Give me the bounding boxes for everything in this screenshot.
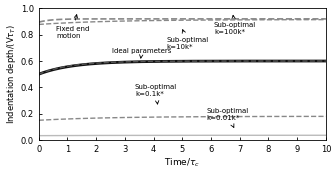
Text: Ideal parameters: Ideal parameters	[112, 48, 171, 58]
Text: Sub-optimal
k=10k*: Sub-optimal k=10k*	[167, 30, 209, 50]
Text: Sub-optimal
k=100k*: Sub-optimal k=100k*	[214, 15, 256, 35]
X-axis label: Time/$\tau_c$: Time/$\tau_c$	[164, 157, 201, 169]
Text: Sub-optimal
k=0.1k*: Sub-optimal k=0.1k*	[135, 84, 177, 104]
Y-axis label: Indentation depth/(V$\tau_T$): Indentation depth/(V$\tau_T$)	[5, 24, 18, 124]
Text: Sub-optimal
k=0.01k*: Sub-optimal k=0.01k*	[207, 108, 249, 127]
Text: Fixed end
motion: Fixed end motion	[56, 15, 89, 39]
